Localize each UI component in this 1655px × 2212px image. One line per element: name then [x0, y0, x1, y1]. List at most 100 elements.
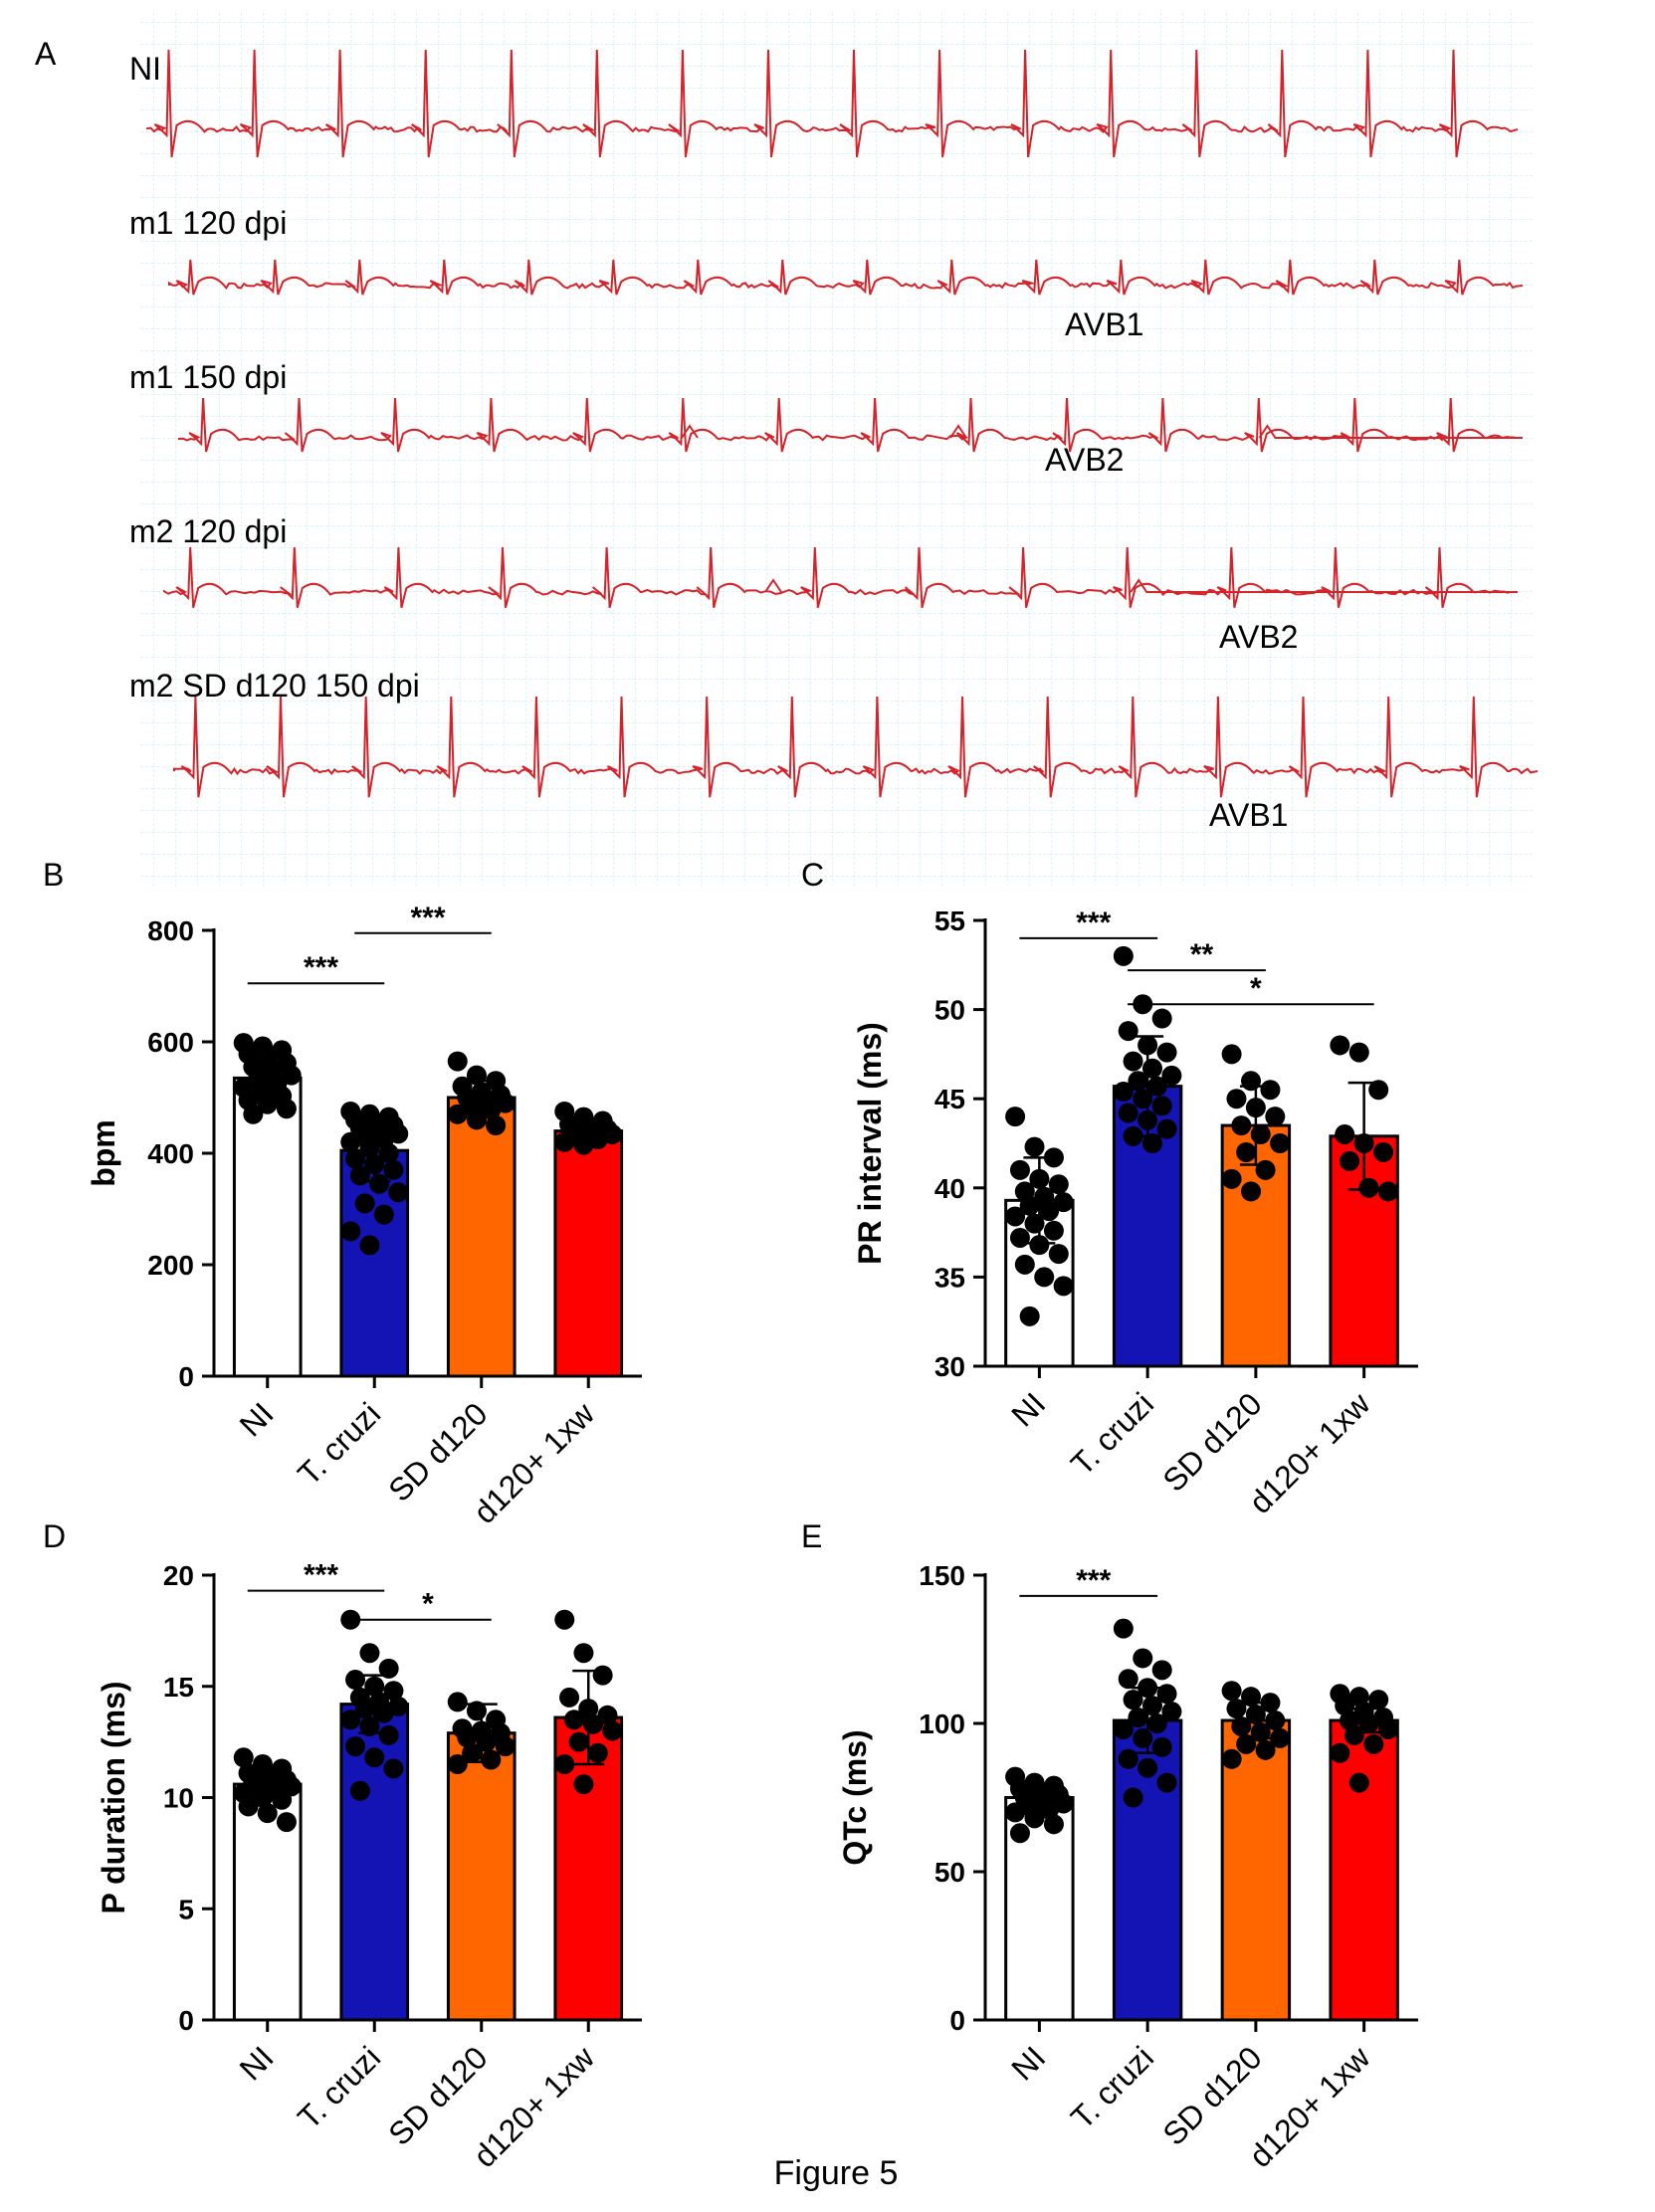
- ecg-waveform: [178, 397, 1523, 453]
- data-point: [1019, 1306, 1040, 1326]
- data-point: [1358, 1177, 1379, 1198]
- data-point: [1368, 1690, 1389, 1710]
- significance-label: ***: [304, 951, 338, 984]
- data-point: [1146, 1076, 1167, 1097]
- panel-letter: D: [43, 1518, 66, 1554]
- data-point: [476, 1731, 497, 1752]
- y-tick-label: 35: [934, 1262, 965, 1293]
- data-point: [373, 1703, 394, 1723]
- data-point: [1358, 1713, 1379, 1733]
- significance-marker: ***: [1019, 906, 1158, 939]
- data-point: [1118, 1669, 1138, 1690]
- data-point: [1260, 1080, 1281, 1101]
- data-point: [1340, 1150, 1360, 1171]
- data-point: [1270, 1727, 1291, 1748]
- data-point: [1133, 1089, 1153, 1109]
- data-point: [276, 1812, 297, 1833]
- y-tick-label: 55: [934, 905, 965, 936]
- bar: [1329, 1718, 1399, 2022]
- y-tick-label: 40: [934, 1173, 965, 1204]
- data-point: [563, 1709, 584, 1730]
- data-point: [1231, 1115, 1252, 1136]
- bar: [553, 1129, 624, 1378]
- data-point: [1245, 1098, 1266, 1118]
- y-axis-title: QTc (ms): [837, 1729, 873, 1865]
- data-point: [1344, 1724, 1364, 1745]
- data-point: [1377, 1181, 1398, 1202]
- data-point: [1113, 945, 1134, 966]
- data-point: [1255, 1739, 1276, 1760]
- category-label: SD d120: [1155, 1385, 1269, 1499]
- panel-letter: E: [801, 1518, 822, 1554]
- data-point: [1236, 1733, 1257, 1754]
- data-point: [1113, 1618, 1134, 1639]
- av-block-annotation: AVB1: [1065, 306, 1143, 342]
- data-point: [349, 1780, 370, 1801]
- data-point: [1005, 1802, 1026, 1823]
- data-point: [466, 1701, 487, 1721]
- y-tick-label: 150: [919, 1560, 965, 1591]
- data-point: [573, 1774, 594, 1795]
- y-tick-label: 0: [178, 2005, 194, 2036]
- data-point: [340, 1131, 361, 1152]
- data-point: [378, 1658, 399, 1679]
- data-point: [276, 1099, 297, 1119]
- data-point: [1009, 1159, 1030, 1180]
- data-point: [1053, 1276, 1074, 1297]
- data-point: [257, 1803, 278, 1824]
- data-point: [238, 1796, 259, 1817]
- data-point: [1161, 1065, 1182, 1086]
- data-point: [1128, 1071, 1148, 1092]
- data-point: [1265, 1106, 1286, 1127]
- ecg-trace-group: m2 SD d120 150 dpi AVB1: [129, 668, 1539, 833]
- category-label: SD d120: [381, 2039, 495, 2152]
- data-point: [364, 1747, 385, 1768]
- data-point: [1151, 1008, 1172, 1029]
- data-point: [1029, 1235, 1050, 1256]
- data-point: [1029, 1168, 1050, 1189]
- data-point: [272, 1789, 293, 1810]
- ecg-waveform: [173, 696, 1539, 798]
- significance-marker: *: [354, 1588, 492, 1621]
- data-point: [554, 1131, 575, 1152]
- data-point: [1048, 1244, 1069, 1265]
- data-point: [354, 1699, 375, 1719]
- data-point: [1368, 1080, 1389, 1101]
- data-point: [1005, 1106, 1026, 1127]
- trace-label: NI: [129, 51, 161, 87]
- data-point: [1156, 1684, 1177, 1705]
- data-point: [578, 1699, 599, 1719]
- data-point: [1221, 1748, 1242, 1769]
- data-point: [243, 1104, 264, 1124]
- data-point: [1043, 1220, 1064, 1241]
- data-point: [1005, 1206, 1026, 1227]
- data-point: [573, 1643, 594, 1664]
- y-axis-title: bpm: [86, 1119, 121, 1187]
- data-point: [1138, 1678, 1158, 1699]
- data-point: [359, 1643, 380, 1664]
- significance-marker: ***: [1019, 1564, 1158, 1597]
- data-point: [1373, 1141, 1394, 1162]
- data-point: [1270, 1133, 1291, 1153]
- data-point: [1123, 1787, 1143, 1808]
- data-point: [1226, 1699, 1247, 1719]
- category-label: T. cruzi: [291, 1395, 387, 1492]
- ecg-trace-group: m1 120 dpi AVB1: [129, 205, 1524, 342]
- ecg-trace-group: m1 150 dpi AVB2: [129, 359, 1523, 478]
- data-point: [1138, 1109, 1158, 1130]
- bar: [232, 1076, 303, 1378]
- data-point: [1265, 1710, 1286, 1731]
- data-point: [1348, 1042, 1369, 1063]
- significance-marker: **: [1128, 938, 1266, 972]
- data-point: [583, 1713, 604, 1734]
- data-point: [1151, 1736, 1172, 1757]
- significance-label: ***: [410, 902, 445, 934]
- data-point: [1231, 1715, 1252, 1736]
- significance-label: ***: [304, 1559, 338, 1592]
- data-point: [486, 1115, 507, 1135]
- data-point: [1255, 1159, 1276, 1180]
- data-point: [554, 1753, 575, 1774]
- data-point: [340, 1221, 361, 1242]
